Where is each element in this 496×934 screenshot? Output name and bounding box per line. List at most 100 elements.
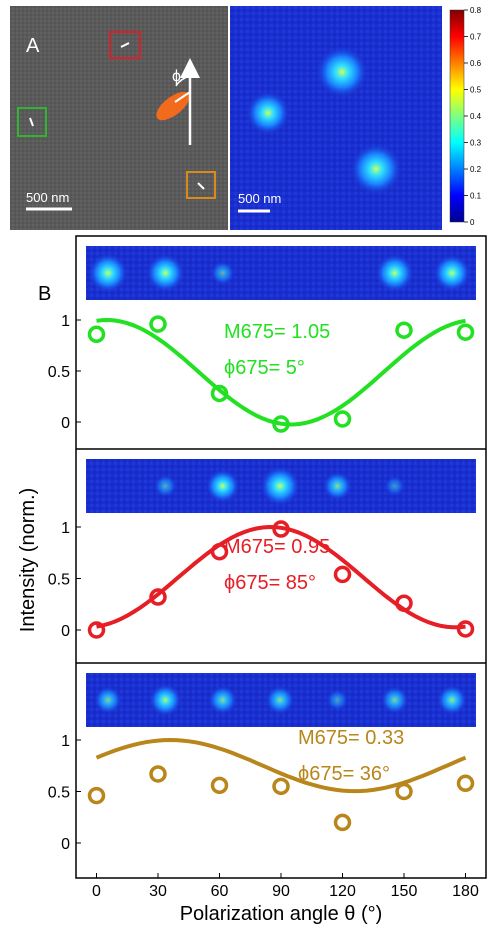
colorbar-tick-label: 0.4 (470, 112, 482, 121)
strip-spot (210, 260, 235, 286)
colorbar-tick-label: 0.1 (470, 192, 482, 201)
strip-spot (145, 253, 185, 293)
x-tick-label: 180 (452, 883, 479, 900)
x-tick-label: 60 (211, 883, 229, 900)
strip-spot (375, 253, 415, 293)
colorbar-tick-label: 0.3 (470, 139, 482, 148)
fluor-scalebar-label: 500 nm (238, 191, 281, 206)
data-point (395, 782, 413, 801)
strip-spot (322, 471, 352, 501)
colorbar-tick-label: 0.7 (470, 33, 482, 42)
angle-arc (175, 75, 191, 87)
fit-curve (95, 737, 467, 794)
y-tick-label: 0.5 (48, 785, 70, 802)
data-point (456, 774, 475, 793)
y-tick-label: 0 (61, 836, 70, 853)
x-axis-label: Polarization angle θ (°) (180, 903, 383, 925)
orange-box (186, 171, 216, 199)
data-point (149, 765, 167, 783)
subplots: 0 0.5 1 M675= 1.05 ϕ675= 5° 0 0.5 1 M675= 0.95 ϕ6… (48, 246, 476, 853)
panel-a: A ϕ 500 nm 500 nm 0 0.1 0.2 0.3 0.4 0.5 0.6 0.7… (10, 6, 482, 230)
y-tick-label: 0 (61, 415, 70, 432)
angle-symbol: ϕ (172, 68, 181, 85)
strip-spot (380, 686, 409, 714)
subplot-3: 0 0.5 1 M675= 0.33 ϕ675= 36° (48, 673, 476, 853)
strip-spot (205, 469, 240, 503)
data-point (149, 315, 167, 333)
strip-spot (208, 685, 238, 715)
data-point (210, 542, 229, 561)
subplot-1: 0 0.5 1 M675= 1.05 ϕ675= 5° (48, 246, 476, 433)
data-point (87, 621, 106, 639)
strip-spot (94, 686, 122, 714)
y-tick-label: 0 (61, 623, 70, 640)
data-point (272, 520, 290, 538)
strip-spot (265, 685, 295, 715)
rod-axis-line (174, 91, 191, 103)
data-point (272, 777, 290, 796)
x-tick-label: 30 (149, 883, 167, 900)
data-point (333, 565, 352, 584)
y-axis-label: Intensity (norm.) (17, 488, 39, 632)
data-point (87, 325, 106, 344)
data-point (333, 410, 352, 428)
fit-curve (96, 317, 466, 427)
strip-spot (153, 474, 177, 498)
phase-label: ϕ675= 85° (224, 572, 316, 594)
data-point (333, 813, 352, 832)
strip-spot (436, 684, 468, 716)
x-axis-ticks: 0 30 60 90 120 150 180 (92, 873, 479, 900)
strip-spot (326, 689, 349, 711)
data-point (149, 588, 167, 606)
colorbar-tick-label: 0.5 (470, 86, 482, 95)
fluor-spot-3 (350, 143, 402, 195)
panel-a-label: A (26, 35, 40, 57)
strip-spot (88, 253, 128, 293)
phase-label: ϕ675= 5° (224, 357, 305, 379)
nanorod-green (29, 117, 34, 127)
colorbar-tick-label: 0.2 (470, 165, 482, 174)
x-tick-label: 150 (391, 883, 418, 900)
y-tick-label: 0.5 (48, 364, 70, 381)
nanorod-orange (197, 182, 205, 190)
data-point (210, 776, 229, 795)
modulation-label: M675= 0.33 (298, 727, 404, 749)
colorbar-tick-label: 0 (470, 218, 475, 227)
panel-b: B 0 0.5 1 M675= 1.05 ϕ675= 5° 0 0.5 1 M675= 0.95… (17, 235, 487, 925)
modulation-label: M675= 1.05 (224, 321, 330, 343)
x-tick-label: 90 (272, 883, 290, 900)
panel-b-label: B (38, 283, 51, 305)
y-tick-label: 1 (61, 313, 70, 330)
data-point (272, 415, 290, 433)
strip-spot (260, 466, 300, 506)
strip-spot (148, 683, 182, 717)
subplot-2: 0 0.5 1 M675= 0.95 ϕ675= 85° (48, 459, 476, 640)
x-tick-label: 0 (92, 883, 101, 900)
data-point (395, 594, 413, 612)
y-tick-label: 0.5 (48, 572, 70, 589)
fluor-spot-2 (246, 91, 290, 135)
strip-spot (433, 254, 471, 292)
x-tick-label: 120 (329, 883, 356, 900)
colorbar-tick-label: 0.6 (470, 59, 482, 68)
data-point (395, 321, 413, 339)
nanorod-red (120, 42, 130, 48)
fluor-spot-1 (316, 46, 368, 98)
data-point (210, 384, 229, 403)
colorbar (449, 9, 465, 223)
y-tick-label: 1 (61, 520, 70, 537)
data-point (456, 620, 475, 638)
strip-spot (384, 475, 406, 497)
colorbar-ticks: 0 0.1 0.2 0.3 0.4 0.5 0.6 0.7 0.8 (464, 6, 482, 227)
green-box (17, 107, 47, 137)
y-tick-label: 1 (61, 733, 70, 750)
phase-label: ϕ675= 36° (298, 763, 390, 785)
colorbar-tick-label: 0.8 (470, 6, 482, 15)
data-point (456, 323, 475, 341)
sem-scalebar-label: 500 nm (26, 190, 69, 205)
data-point (87, 786, 106, 805)
modulation-label: M675= 0.95 (224, 536, 330, 558)
red-box (109, 31, 141, 59)
image-strip (86, 246, 476, 300)
